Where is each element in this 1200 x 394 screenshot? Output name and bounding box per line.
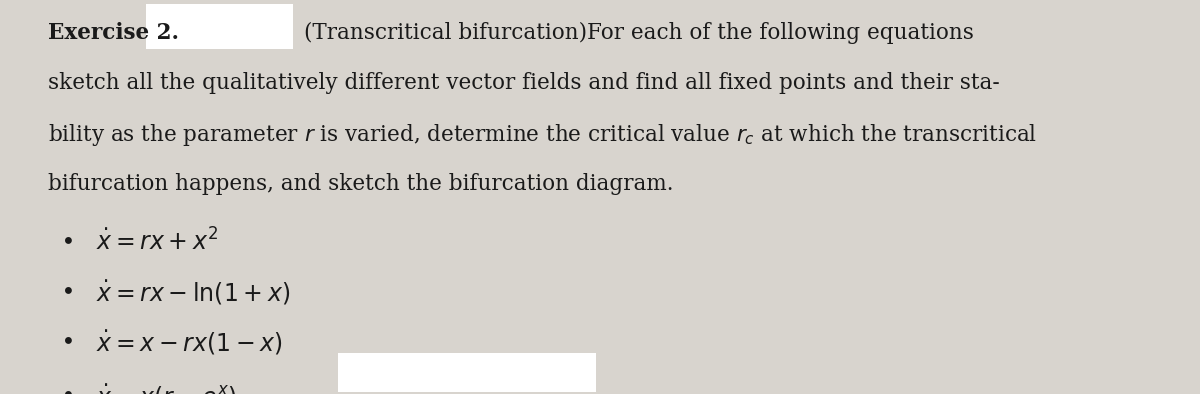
Text: bility as the parameter $r$ is varied, determine the critical value $r_c$ at whi: bility as the parameter $r$ is varied, d… (48, 122, 1037, 148)
Text: (Transcritical bifurcation)For each of the following equations: (Transcritical bifurcation)For each of t… (304, 22, 973, 44)
Text: sketch all the qualitatively different vector fields and find all fixed points a: sketch all the qualitatively different v… (48, 72, 1000, 94)
Text: bifurcation happens, and sketch the bifurcation diagram.: bifurcation happens, and sketch the bifu… (48, 173, 673, 195)
Bar (146, 4, 293, 49)
Text: $\bullet$: $\bullet$ (60, 229, 73, 251)
Text: $\dot{x} = rx + x^2$: $\dot{x} = rx + x^2$ (96, 229, 218, 256)
Text: $\dot{x} = rx - \ln(1+x)$: $\dot{x} = rx - \ln(1+x)$ (96, 278, 290, 307)
Text: $\bullet$: $\bullet$ (60, 382, 73, 394)
Text: Exercise 2.: Exercise 2. (48, 22, 179, 44)
Text: $\bullet$: $\bullet$ (60, 328, 73, 351)
Text: $\dot{x} = x(r - e^x)$: $\dot{x} = x(r - e^x)$ (96, 382, 236, 394)
Text: $\bullet$: $\bullet$ (60, 278, 73, 301)
Bar (338, 353, 596, 392)
Text: $\dot{x} = x - rx(1-x)$: $\dot{x} = x - rx(1-x)$ (96, 328, 283, 357)
